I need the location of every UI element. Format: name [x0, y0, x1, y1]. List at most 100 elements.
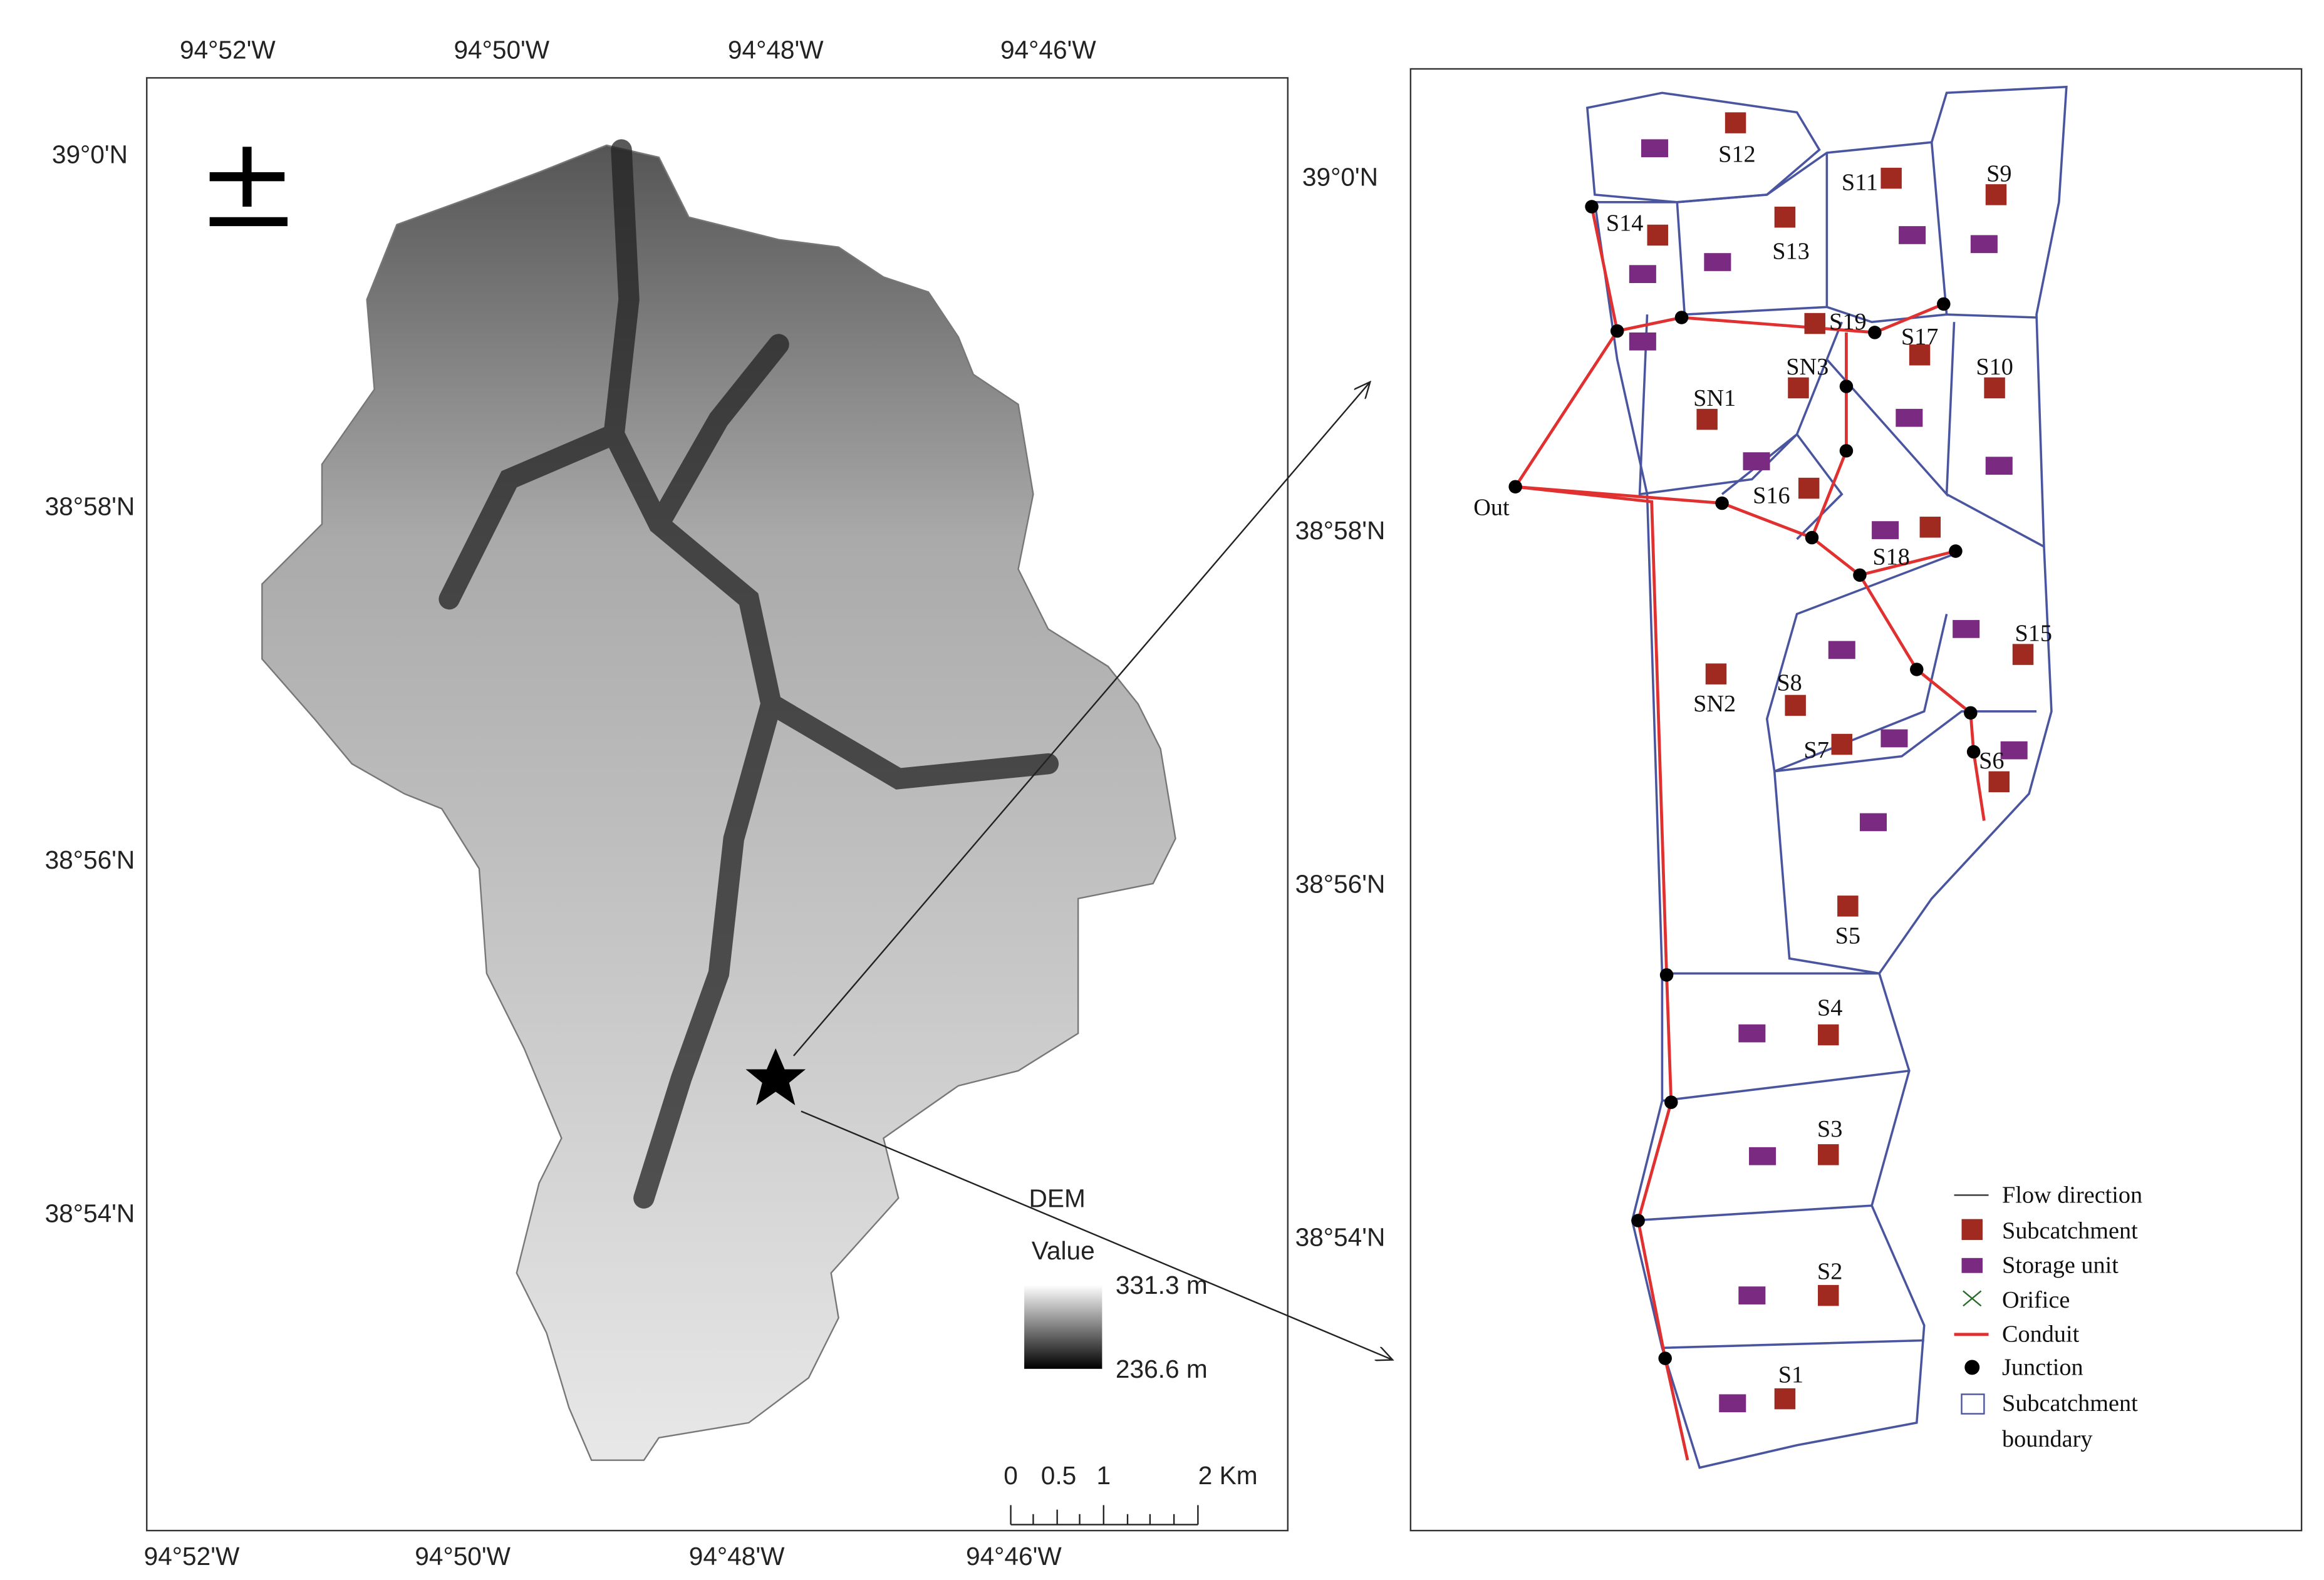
lat-label: 38°54'N	[1295, 1223, 1386, 1252]
star	[745, 1048, 806, 1105]
subcatchment	[1880, 167, 1902, 189]
right-frame	[1409, 68, 2303, 1532]
legend-label: Subcatchment	[2002, 1218, 2138, 1244]
subcatchment	[1919, 517, 1941, 538]
junction	[1658, 1351, 1672, 1365]
storage-unit	[1749, 1147, 1777, 1165]
node-label: S2	[1817, 1258, 1842, 1284]
storage-unit	[1719, 1394, 1746, 1413]
junction	[1910, 663, 1924, 676]
river	[438, 139, 1059, 1209]
junction	[1964, 706, 1978, 720]
node-label: S5	[1835, 923, 1860, 949]
subcatchment	[1985, 184, 2007, 205]
junction	[1610, 324, 1624, 338]
legend-title: DEM	[1029, 1184, 1086, 1213]
subcatchment	[2012, 644, 2034, 665]
junction	[1674, 311, 1689, 324]
node-label: S12	[1718, 141, 1756, 167]
node-label: Out	[1473, 495, 1510, 521]
subcatchment	[1837, 896, 1859, 917]
storage-unit	[1899, 226, 1926, 244]
lat-label: 38°56'N	[1295, 869, 1386, 898]
node-label: S1	[1778, 1361, 1803, 1388]
subcatchment	[1988, 771, 2010, 793]
legend-label: boundary	[2002, 1426, 2092, 1452]
storage-unit	[1629, 265, 1656, 283]
node-label: S16	[1753, 483, 1790, 509]
legend-label: Junction	[2002, 1354, 2083, 1380]
scale-label: 1	[1096, 1461, 1111, 1490]
storage-unit	[1704, 253, 1731, 271]
lat-label: 38°58'N	[1295, 516, 1386, 545]
node-label: S13	[1772, 239, 1810, 265]
legend-max: 331.3 m	[1116, 1271, 1208, 1299]
lon-label: 94°48'W	[728, 35, 824, 64]
lon-label: 94°52'W	[144, 1542, 240, 1571]
junction	[1937, 297, 1951, 311]
junction	[1715, 496, 1729, 510]
storage-unit	[1970, 235, 1998, 254]
arrow	[793, 382, 1370, 1056]
junction	[1966, 745, 1981, 759]
subcatchment	[1818, 1284, 1839, 1306]
left-frame	[146, 77, 1289, 1532]
storage-unit	[1641, 139, 1668, 158]
node-label: S18	[1872, 544, 1910, 571]
node-label: S10	[1976, 354, 2013, 380]
subcatchment	[1774, 1388, 1796, 1410]
subcatchment-boundaries	[1585, 85, 2068, 1469]
subcatchment	[1831, 733, 1853, 755]
junction	[1949, 544, 1963, 558]
storage-unit	[1629, 332, 1656, 351]
subcatchment	[1804, 312, 1825, 334]
storage-unit	[1859, 813, 1887, 832]
storage-unit	[1872, 521, 1899, 539]
legend-label: Conduit	[2002, 1321, 2080, 1348]
watershed-dem	[261, 144, 1176, 1461]
legend-label: Flow direction	[2002, 1182, 2142, 1208]
legend-label: Orifice	[2002, 1287, 2070, 1313]
lon-label: 94°46'W	[1000, 35, 1096, 64]
node-label: S8	[1777, 669, 1802, 696]
subcatchment	[1705, 663, 1727, 684]
storage-unit	[1738, 1286, 1766, 1304]
storage-unit	[1953, 620, 1980, 638]
scale-label: 0	[1004, 1461, 1018, 1490]
junction	[1805, 530, 1819, 545]
lat-label: 39°0'N	[52, 140, 128, 169]
lat-label: 38°56'N	[45, 845, 135, 874]
node-label: S7	[1803, 737, 1829, 763]
north-arrow	[209, 147, 288, 227]
node-label: S19	[1829, 309, 1867, 335]
dem-legend-ramp	[1024, 1284, 1102, 1369]
subcatchment	[1785, 694, 1806, 716]
junction	[1868, 326, 1882, 339]
subcatchment	[1984, 377, 2005, 399]
lat-label: 38°58'N	[45, 492, 135, 521]
lat-label: 39°0'N	[1302, 163, 1378, 192]
storage-unit	[1985, 457, 2013, 475]
legend-label: Storage unit	[2002, 1252, 2119, 1279]
network-legend-symbols	[1954, 1194, 1989, 1415]
storage-unit	[1880, 729, 1908, 748]
storage-unit	[1828, 641, 1855, 659]
subcatchment	[1818, 1144, 1839, 1165]
subcatchment	[1798, 477, 1820, 499]
storage-unit	[2000, 741, 2028, 760]
lon-label: 94°52'W	[180, 35, 276, 64]
legend-subtitle: Value	[1032, 1236, 1095, 1265]
node-label: S9	[1986, 160, 2011, 187]
node-label: S3	[1817, 1116, 1842, 1142]
node-label: S17	[1901, 324, 1939, 350]
lon-label: 94°46'W	[966, 1542, 1062, 1571]
node-label: SN3	[1786, 354, 1829, 380]
storage-unit	[1896, 408, 1923, 427]
junction	[1664, 1095, 1678, 1109]
legend-min: 236.6 m	[1116, 1355, 1208, 1383]
node-label: SN2	[1693, 691, 1736, 717]
scale-label: 0.5	[1041, 1461, 1076, 1490]
scale-bar	[1010, 1505, 1199, 1526]
junction	[1631, 1214, 1645, 1227]
